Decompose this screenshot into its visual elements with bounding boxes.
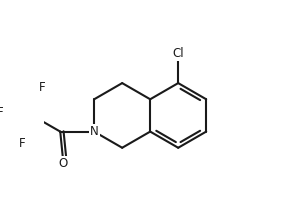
Text: N: N — [90, 125, 99, 138]
Text: Cl: Cl — [172, 47, 184, 60]
Text: O: O — [59, 158, 68, 171]
Text: F: F — [0, 106, 3, 119]
Text: F: F — [39, 81, 45, 94]
Text: F: F — [19, 137, 26, 150]
